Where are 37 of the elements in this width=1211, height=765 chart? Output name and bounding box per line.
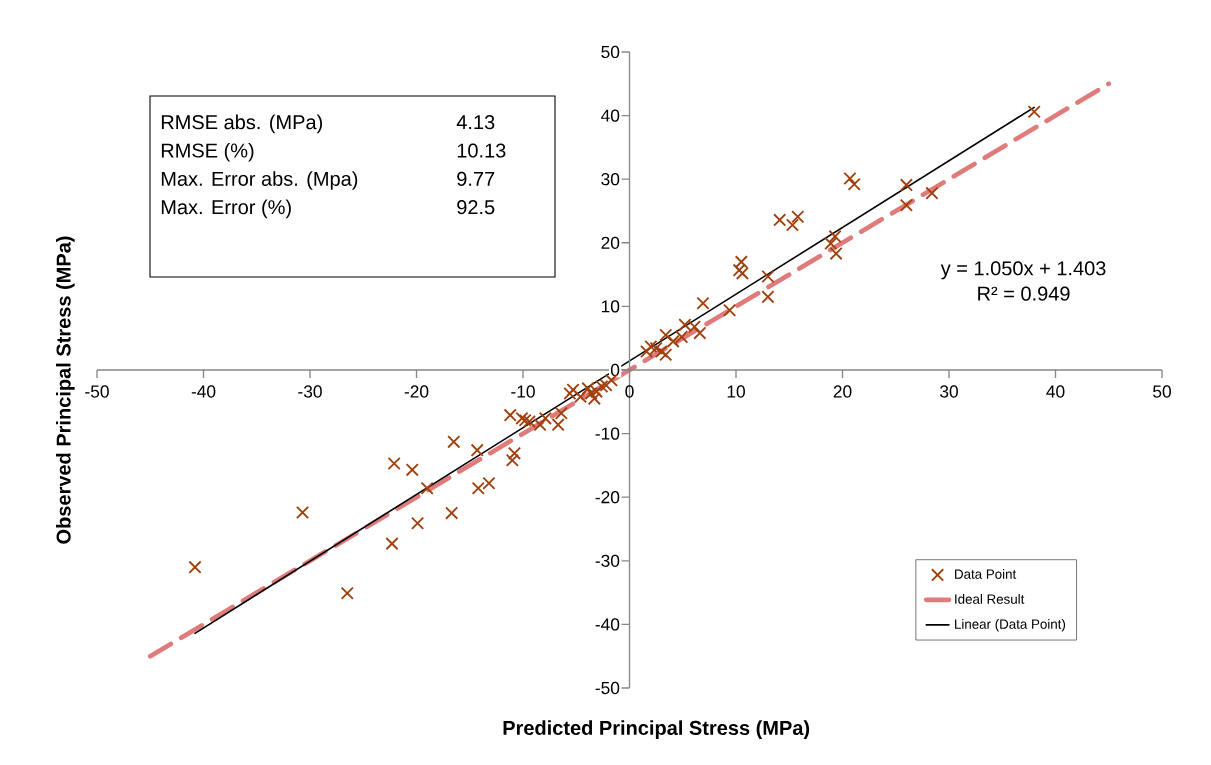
annotation: 9.77: [457, 171, 495, 186]
annotation: 4.13: [456, 115, 495, 130]
y-tick-label: 40: [601, 109, 620, 122]
y-tick-label: -50: [595, 681, 620, 695]
y-tick-label: -40: [595, 618, 620, 631]
x-axis-title: Predicted Principal Stress (MPa): [503, 720, 810, 739]
x-tick-label: 20: [833, 385, 852, 398]
annotation: 92.5: [457, 200, 495, 215]
y-tick-label: -10: [595, 427, 620, 440]
x-tick-label: 0: [625, 385, 634, 398]
y-tick-label: -30: [595, 554, 620, 567]
y-tick-label: 20: [601, 236, 620, 249]
y-tick-label: 0: [610, 363, 620, 377]
y-tick-label: -20: [595, 491, 620, 504]
annotation: R² = 0.949: [978, 286, 1070, 301]
annotation: Max. Error (%): [161, 199, 291, 219]
annotation: RMSE (%): [161, 142, 254, 162]
x-tick-label: 10: [727, 385, 745, 398]
y-axis-title: Observed Principal Stress (MPa): [56, 236, 75, 544]
annotation: Max. Error abs. (Mpa): [161, 171, 358, 190]
annotation: 10.13: [457, 143, 506, 158]
y-tick-label: 50: [601, 45, 620, 59]
x-tick-label: -10: [511, 385, 535, 398]
x-tick-label: 30: [940, 385, 958, 398]
x-tick-label: -40: [191, 385, 216, 398]
annotation: y = 1.050x + 1.403: [940, 261, 1106, 280]
x-tick-label: -50: [85, 385, 109, 398]
y-tick-label: 10: [601, 300, 620, 313]
x-tick-label: 40: [1046, 385, 1065, 398]
annotation: RMSE abs. (MPa): [161, 114, 322, 134]
x-tick-label: -30: [298, 385, 322, 398]
legend-label: Linear (Data Point): [955, 619, 1066, 632]
y-tick-label: 30: [601, 173, 620, 186]
legend-label: Data Point: [955, 569, 1017, 579]
legend-label: Ideal Result: [955, 594, 1025, 604]
x-tick-label: 50: [1153, 385, 1171, 398]
x-tick-label: -20: [404, 385, 429, 398]
